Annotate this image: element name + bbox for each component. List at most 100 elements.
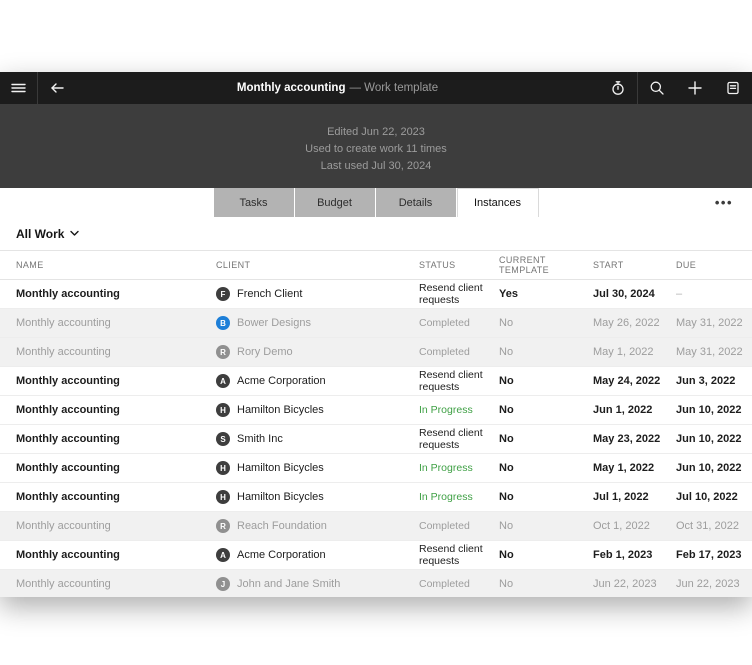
cell-start: Oct 1, 2022 <box>593 520 650 532</box>
summary-last-used: Last used Jul 30, 2024 <box>320 160 432 172</box>
column-header-client[interactable]: CLIENT <box>216 260 251 270</box>
table-row[interactable]: Monthly accounting F French Client Resen… <box>0 280 752 309</box>
back-button[interactable] <box>38 72 76 104</box>
cell-due: Jun 10, 2022 <box>676 462 742 474</box>
client-avatar: R <box>216 345 230 359</box>
cell-current-template: No <box>499 404 514 416</box>
tabs-bar: Tasks Budget Details Instances ••• <box>0 188 752 217</box>
cell-client: H Hamilton Bicycles <box>216 490 419 504</box>
cell-status: In Progress <box>419 462 473 474</box>
client-avatar: H <box>216 490 230 504</box>
cell-due: Oct 31, 2022 <box>676 520 739 532</box>
client-name: Hamilton Bicycles <box>237 462 324 474</box>
topbar-right <box>599 72 752 104</box>
summary-edited: Edited Jun 22, 2023 <box>327 126 425 138</box>
template-summary: Edited Jun 22, 2023 Used to create work … <box>0 104 752 188</box>
column-header-current-template[interactable]: CURRENT TEMPLATE <box>499 255 550 275</box>
cell-current-template: No <box>499 346 514 358</box>
add-button[interactable] <box>676 72 714 104</box>
table-row[interactable]: Monthly accounting H Hamilton Bicycles I… <box>0 454 752 483</box>
client-avatar: S <box>216 432 230 446</box>
plus-icon <box>688 81 702 95</box>
cell-due: May 31, 2022 <box>676 317 743 329</box>
tab-details[interactable]: Details <box>375 188 456 217</box>
timer-button[interactable] <box>599 72 637 104</box>
cell-client: B Bower Designs <box>216 316 419 330</box>
cell-current-template: Yes <box>499 288 518 300</box>
client-name: Hamilton Bicycles <box>237 404 324 416</box>
cell-due: May 31, 2022 <box>676 346 743 358</box>
cell-start: May 26, 2022 <box>593 317 660 329</box>
cell-due: Jul 10, 2022 <box>676 491 738 503</box>
client-name: Reach Foundation <box>237 520 327 532</box>
client-avatar: J <box>216 577 230 591</box>
tab-label: Instances <box>473 197 522 209</box>
cell-status: Completed <box>419 578 470 590</box>
tab-budget[interactable]: Budget <box>294 188 375 217</box>
table-row[interactable]: Monthly accounting R Reach Foundation Co… <box>0 512 752 541</box>
client-name: Rory Demo <box>237 346 293 358</box>
cell-status: In Progress <box>419 404 473 416</box>
cell-status: Completed <box>419 520 470 532</box>
cell-status: Completed <box>419 346 470 358</box>
cell-start: Jun 1, 2022 <box>593 404 653 416</box>
column-header-start[interactable]: START <box>593 260 624 270</box>
cell-due: Jun 10, 2022 <box>676 433 742 445</box>
cell-name: Monthly accounting <box>16 578 111 590</box>
client-name: French Client <box>237 288 303 300</box>
topbar-divider <box>37 72 38 104</box>
more-menu-button[interactable]: ••• <box>709 188 739 217</box>
timer-icon <box>612 81 624 95</box>
cell-due: – <box>676 288 683 300</box>
tabs: Tasks Budget Details Instances <box>213 188 539 217</box>
cell-start: Jul 30, 2024 <box>593 288 655 300</box>
tab-instances[interactable]: Instances <box>456 188 539 217</box>
cell-current-template: No <box>499 317 514 329</box>
page-title-suffix: — Work template <box>349 82 439 94</box>
client-avatar: H <box>216 403 230 417</box>
cell-current-template: No <box>499 549 514 561</box>
cell-status: Completed <box>419 317 470 329</box>
client-name: Acme Corporation <box>237 549 326 561</box>
cell-name: Monthly accounting <box>16 375 120 387</box>
cell-name: Monthly accounting <box>16 520 111 532</box>
table-row[interactable]: Monthly accounting H Hamilton Bicycles I… <box>0 483 752 512</box>
client-name: Bower Designs <box>237 317 311 329</box>
cell-start: May 24, 2022 <box>593 375 661 387</box>
cell-name: Monthly accounting <box>16 433 120 445</box>
cell-status: Resend client requests <box>419 282 483 306</box>
work-filter-label: All Work <box>16 226 65 241</box>
menu-button[interactable] <box>0 72 37 104</box>
column-header-due[interactable]: DUE <box>676 260 697 270</box>
table-row[interactable]: Monthly accounting A Acme Corporation Re… <box>0 367 752 396</box>
tab-tasks[interactable]: Tasks <box>213 188 294 217</box>
search-button[interactable] <box>638 72 676 104</box>
cell-current-template: No <box>499 462 514 474</box>
cell-due: Feb 17, 2023 <box>676 549 742 561</box>
table-row[interactable]: Monthly accounting H Hamilton Bicycles I… <box>0 396 752 425</box>
search-icon <box>650 81 664 95</box>
column-header-status[interactable]: STATUS <box>419 260 456 270</box>
summary-usage: Used to create work 11 times <box>305 143 447 155</box>
work-filter-dropdown[interactable]: All Work <box>0 217 752 251</box>
cell-current-template: No <box>499 433 514 445</box>
column-header-name[interactable]: NAME <box>16 260 44 270</box>
table-row[interactable]: Monthly accounting B Bower Designs Compl… <box>0 309 752 338</box>
app-window: Monthly accounting — Work template <box>0 72 752 597</box>
table-row[interactable]: Monthly accounting S Smith Inc Resend cl… <box>0 425 752 454</box>
back-arrow-icon <box>51 83 64 93</box>
notes-button[interactable] <box>714 72 752 104</box>
client-avatar: F <box>216 287 230 301</box>
chevron-down-icon <box>70 230 80 236</box>
table-row[interactable]: Monthly accounting R Rory Demo Completed… <box>0 338 752 367</box>
client-avatar: R <box>216 519 230 533</box>
client-name: Acme Corporation <box>237 375 326 387</box>
cell-status: In Progress <box>419 491 473 503</box>
table-row[interactable]: Monthly accounting A Acme Corporation Re… <box>0 541 752 570</box>
tab-label: Details <box>398 196 433 209</box>
cell-name: Monthly accounting <box>16 317 111 329</box>
cell-start: Jun 22, 2023 <box>593 578 657 590</box>
table-row[interactable]: Monthly accounting J John and Jane Smith… <box>0 570 752 597</box>
cell-current-template: No <box>499 375 514 387</box>
cell-client: H Hamilton Bicycles <box>216 461 419 475</box>
